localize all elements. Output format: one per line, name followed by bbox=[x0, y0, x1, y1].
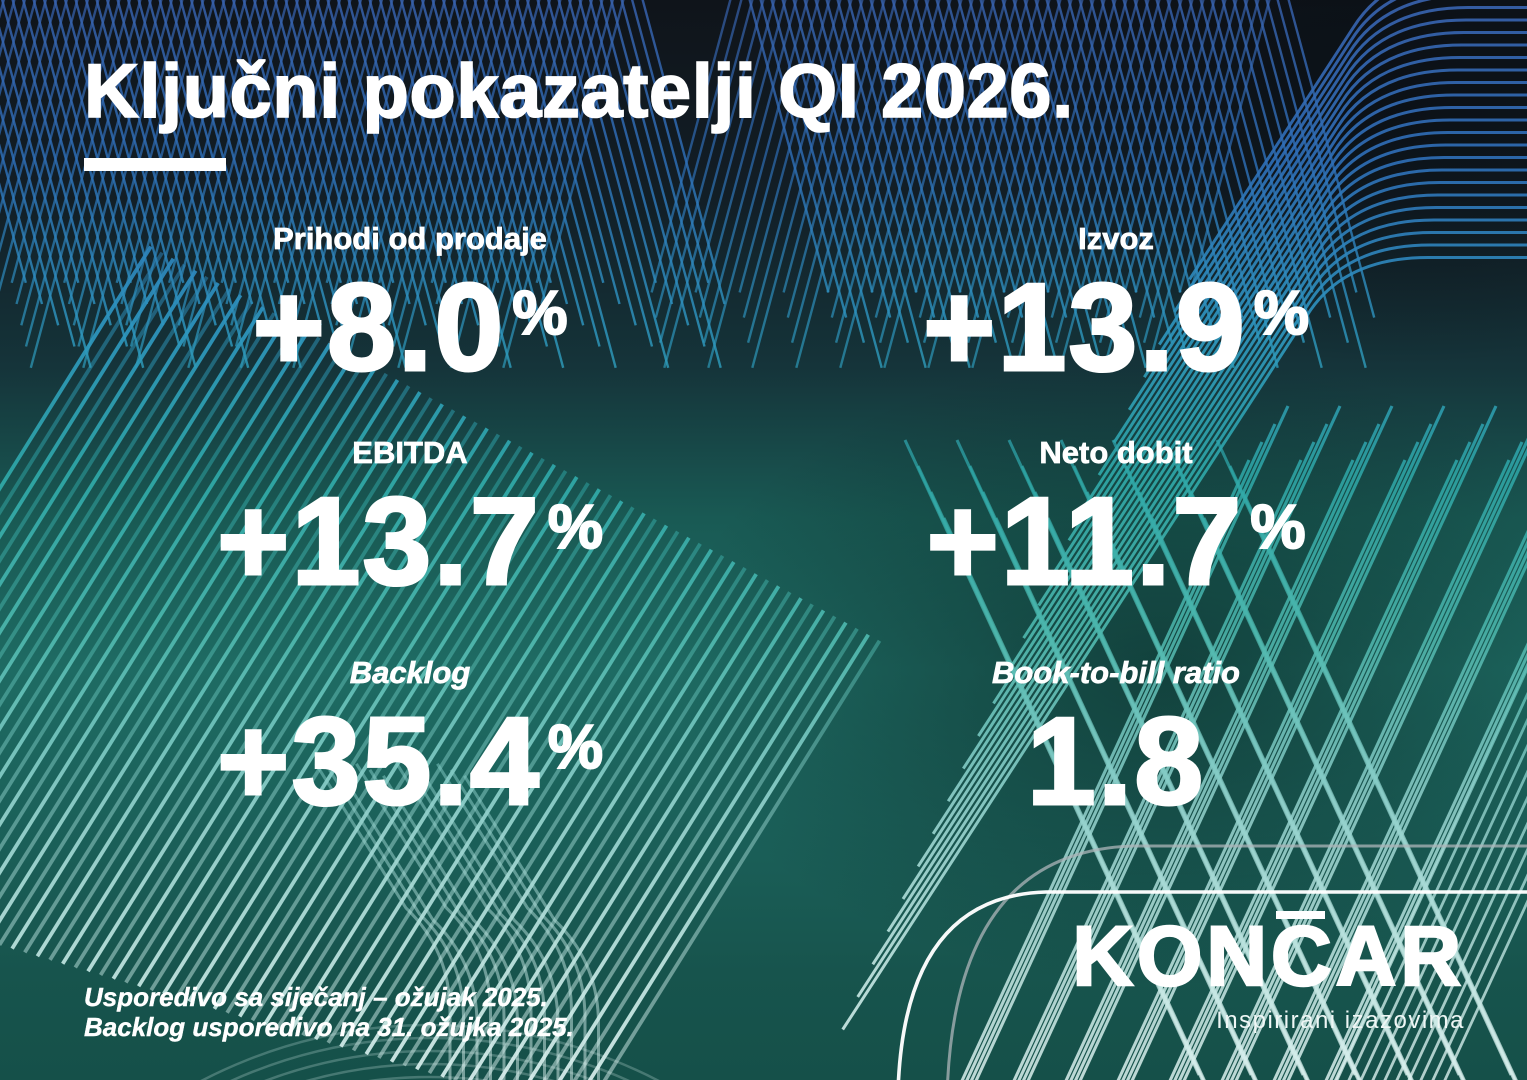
page-title: Ključni pokazatelji QI 2026. bbox=[83, 49, 1074, 134]
metric-izvoz: Izvoz +13.9% bbox=[856, 220, 1376, 434]
logo-part-mid: C bbox=[1270, 909, 1336, 1003]
koncar-logo: KON C AR Inspirirani izazovima bbox=[1071, 909, 1465, 1034]
metric-label: Backlog bbox=[349, 655, 471, 691]
plus-sign: + bbox=[925, 473, 1001, 611]
plus-sign: + bbox=[251, 259, 327, 397]
metric-number: 13.9 bbox=[996, 259, 1247, 397]
metric-neto-dobit: Neto dobit +11.7% bbox=[856, 434, 1376, 654]
percent-sign: % bbox=[547, 713, 604, 782]
metric-number: 11.7 bbox=[999, 473, 1244, 611]
metric-ebitda: EBITDA +13.7% bbox=[80, 434, 740, 654]
metric-value: +35.4% bbox=[80, 693, 740, 831]
logo-macron-bar bbox=[1276, 911, 1326, 919]
percent-sign: % bbox=[511, 279, 568, 348]
percent-sign: % bbox=[547, 493, 604, 562]
footnote-2: Backlog usporedivo na 31. ožujka 2025. bbox=[84, 1012, 574, 1042]
metric-value: +13.9% bbox=[856, 259, 1376, 397]
metric-book-to-bill: Book-to-bill ratio 1.8 bbox=[856, 654, 1376, 831]
metric-value: +13.7% bbox=[80, 473, 740, 611]
plus-sign: + bbox=[216, 473, 292, 611]
metric-value: 1.8 bbox=[856, 693, 1376, 831]
logo-tagline: Inspirirani izazovima bbox=[1216, 1007, 1465, 1034]
metric-label: EBITDA bbox=[352, 435, 468, 471]
metric-number: 13.7 bbox=[290, 473, 541, 611]
metrics-grid: Prihodi od prodaje +8.0% Izvoz +13.9% EB… bbox=[80, 220, 1376, 831]
metric-number: 1.8 bbox=[1025, 693, 1206, 831]
metric-label: Izvoz bbox=[1078, 221, 1154, 257]
metric-backlog: Backlog +35.4% bbox=[80, 654, 740, 831]
percent-sign: % bbox=[1249, 493, 1306, 562]
metric-label: Neto dobit bbox=[1039, 435, 1193, 471]
metric-label: Prihodi od prodaje bbox=[273, 221, 548, 257]
footnotes: Usporedivo sa siječanj – ožujak 2025. Ba… bbox=[84, 982, 574, 1042]
footnote-1: Usporedivo sa siječanj – ožujak 2025. bbox=[84, 982, 548, 1012]
metric-number: 8.0 bbox=[325, 259, 506, 397]
percent-sign: % bbox=[1253, 279, 1310, 348]
metric-number: 35.4 bbox=[290, 693, 541, 831]
title-block: Ključni pokazatelji QI 2026. bbox=[83, 49, 1074, 171]
logo-part-left: KON bbox=[1071, 909, 1271, 1003]
logo-wordmark: KON C AR bbox=[1071, 909, 1465, 1003]
title-underline bbox=[84, 158, 226, 171]
plus-sign: + bbox=[216, 693, 292, 831]
metric-value: +11.7% bbox=[856, 473, 1376, 611]
metric-label: Book-to-bill ratio bbox=[992, 655, 1241, 691]
metric-prihodi-od-prodaje: Prihodi od prodaje +8.0% bbox=[80, 220, 740, 434]
plus-sign: + bbox=[922, 259, 998, 397]
logo-part-right: AR bbox=[1334, 909, 1465, 1003]
metric-value: +8.0% bbox=[80, 259, 740, 397]
